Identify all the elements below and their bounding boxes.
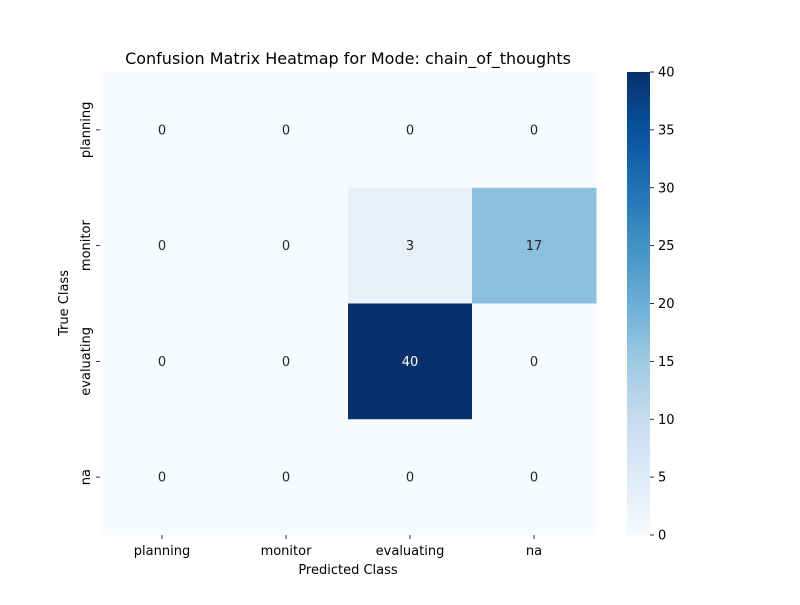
chart-title: Confusion Matrix Heatmap for Mode: chain…	[125, 49, 571, 69]
colorbar-tick-label: 5	[658, 471, 666, 486]
x-tick-label: planning	[134, 544, 190, 559]
heatmap-cell	[472, 419, 597, 536]
heatmap-cell	[100, 419, 225, 536]
colorbar-tick-label: 10	[658, 413, 675, 428]
heatmap-cell	[224, 72, 349, 189]
colorbar-gradient	[627, 72, 650, 535]
cell-value-label: 0	[406, 471, 414, 486]
y-tick-label: evaluating	[79, 327, 94, 396]
x-tick-label: evaluating	[376, 544, 445, 559]
heatmap-cell	[100, 303, 225, 420]
heatmap-cell	[224, 303, 349, 420]
cell-value-label: 0	[282, 123, 290, 138]
colorbar-tick-label: 0	[658, 529, 666, 544]
heatmap-cell	[100, 187, 225, 304]
x-tick-label: na	[526, 544, 542, 559]
heatmap-cell	[348, 72, 473, 189]
heatmap-cell	[472, 72, 597, 189]
cell-value-label: 0	[158, 355, 166, 370]
colorbar-tick-label: 15	[658, 355, 675, 370]
cell-value-label: 0	[530, 355, 538, 370]
heatmap-cells	[100, 72, 597, 536]
heatmap-cell	[348, 303, 473, 420]
colorbar-tick-label: 40	[658, 66, 675, 81]
heatmap-cell	[100, 72, 225, 189]
cell-annotations: 0 0 0 0 0 0 3 17 0 0 40 0 0 0 0 0	[158, 123, 542, 485]
x-tick-label: monitor	[261, 544, 313, 559]
y-tick-label: monitor	[79, 220, 94, 272]
y-tick-label: na	[79, 469, 94, 485]
cell-value-label: 3	[406, 239, 414, 254]
heatmap-cell	[472, 187, 597, 304]
colorbar-tick-label: 20	[658, 297, 675, 312]
cell-value-label: 40	[402, 355, 419, 370]
y-tick-label: planning	[79, 102, 94, 158]
colorbar-tick-label: 35	[658, 123, 675, 138]
cell-value-label: 0	[406, 123, 414, 138]
cell-value-label: 17	[526, 239, 543, 254]
x-axis-label: Predicted Class	[298, 563, 398, 578]
colorbar: 0 5 10 15 20 25 30 35 40	[627, 66, 675, 544]
x-axis: planning monitor evaluating na	[134, 535, 542, 559]
cell-value-label: 0	[530, 471, 538, 486]
cell-value-label: 0	[158, 123, 166, 138]
cell-value-label: 0	[282, 471, 290, 486]
colorbar-tick-label: 30	[658, 181, 675, 196]
cell-value-label: 0	[158, 471, 166, 486]
heatmap-cell	[224, 187, 349, 304]
colorbar-tick-label: 25	[658, 239, 675, 254]
cell-value-label: 0	[530, 123, 538, 138]
y-axis: planning monitor evaluating na	[79, 102, 100, 485]
heatmap-cell	[224, 419, 349, 536]
heatmap-cell	[348, 187, 473, 304]
cell-value-label: 0	[158, 239, 166, 254]
y-axis-label: True Class	[57, 270, 72, 337]
cell-value-label: 0	[282, 239, 290, 254]
heatmap-cell	[472, 303, 597, 420]
heatmap-cell	[348, 419, 473, 536]
cell-value-label: 0	[282, 355, 290, 370]
